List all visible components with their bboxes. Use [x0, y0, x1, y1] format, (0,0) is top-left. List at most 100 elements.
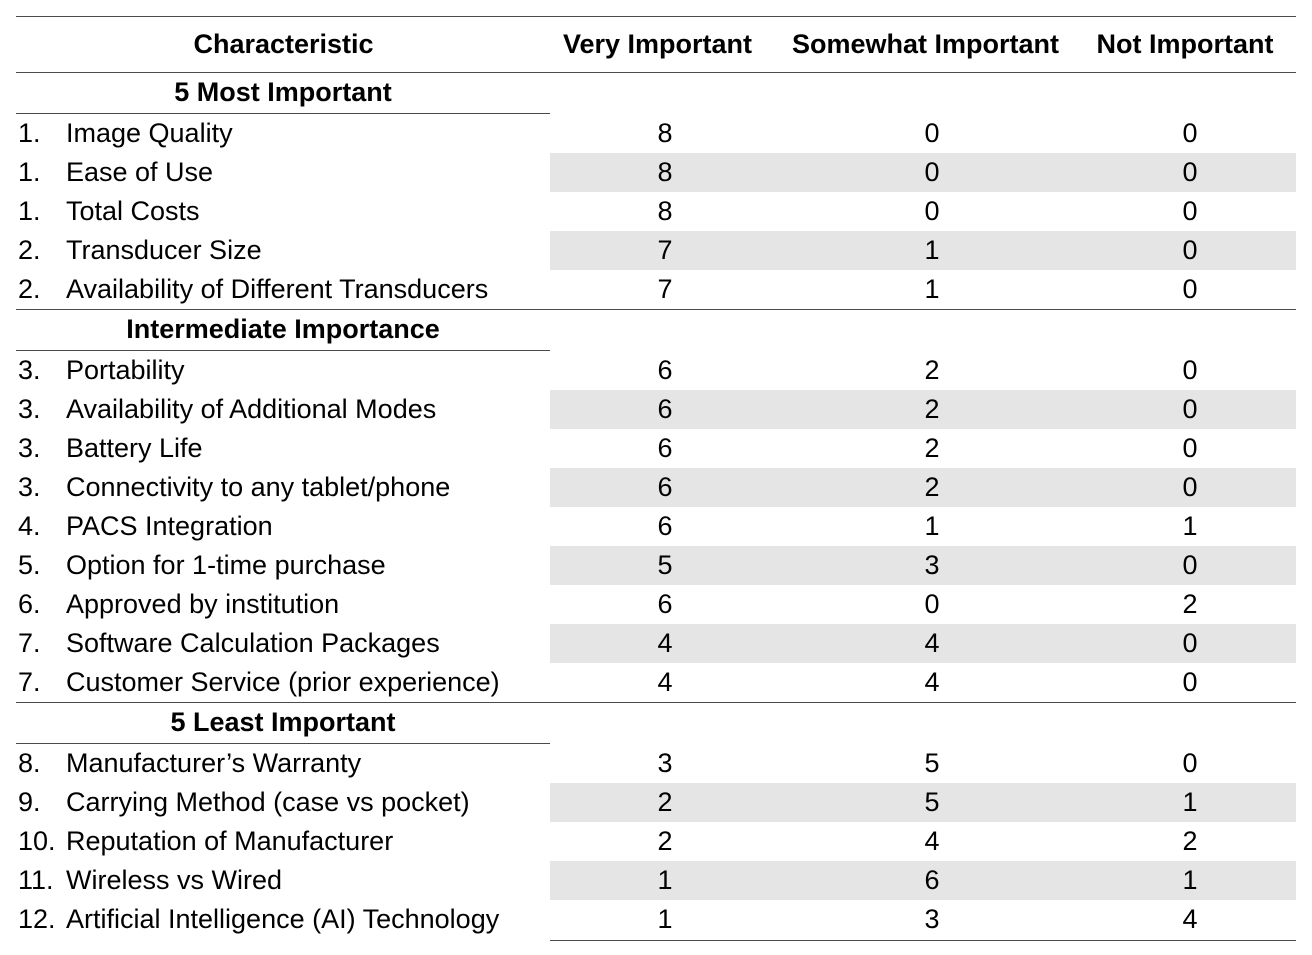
row-characteristic: Manufacturer’s Warranty — [66, 748, 362, 778]
row-shade — [550, 153, 1296, 192]
very-important-count: 6 — [657, 511, 673, 541]
somewhat-important-count: 5 — [924, 748, 940, 778]
section-title-rule — [16, 743, 550, 744]
somewhat-important-count: 0 — [924, 589, 940, 619]
not-important-count: 0 — [1182, 355, 1198, 385]
row-rank: 3. — [18, 433, 41, 463]
very-important-count: 1 — [657, 904, 673, 934]
row-rank: 6. — [18, 589, 41, 619]
not-important-count: 1 — [1182, 511, 1198, 541]
row-characteristic: Software Calculation Packages — [66, 628, 440, 658]
not-important-count: 0 — [1182, 274, 1198, 304]
section-title-rule — [16, 350, 550, 351]
somewhat-important-count: 0 — [924, 118, 940, 148]
header-very-important: Very Important — [562, 29, 753, 59]
row-characteristic: Ease of Use — [66, 157, 214, 187]
row-characteristic: Battery Life — [66, 433, 203, 463]
row-shade — [550, 783, 1296, 822]
somewhat-important-count: 0 — [924, 157, 940, 187]
not-important-count: 0 — [1182, 472, 1198, 502]
very-important-count: 8 — [657, 196, 673, 226]
section-rule — [16, 702, 1296, 703]
not-important-count: 0 — [1182, 550, 1198, 580]
very-important-count: 4 — [657, 667, 673, 697]
somewhat-important-count: 2 — [924, 472, 940, 502]
not-important-count: 2 — [1182, 826, 1198, 856]
header-somewhat-important: Somewhat Important — [791, 29, 1060, 59]
somewhat-important-count: 5 — [924, 787, 940, 817]
row-characteristic: Approved by institution — [66, 589, 340, 619]
very-important-count: 8 — [657, 118, 673, 148]
not-important-count: 0 — [1182, 628, 1198, 658]
very-important-count: 6 — [657, 433, 673, 463]
very-important-count: 3 — [657, 748, 673, 778]
row-rank: 2. — [18, 235, 41, 265]
row-characteristic: Portability — [66, 355, 185, 385]
not-important-count: 0 — [1182, 157, 1198, 187]
not-important-count: 1 — [1182, 865, 1198, 895]
not-important-count: 2 — [1182, 589, 1198, 619]
row-shade — [550, 390, 1296, 429]
row-shade — [550, 468, 1296, 507]
not-important-count: 0 — [1182, 196, 1198, 226]
row-characteristic: Transducer Size — [66, 235, 262, 265]
very-important-count: 8 — [657, 157, 673, 187]
section-title-rule — [16, 113, 550, 114]
row-rank: 3. — [18, 394, 41, 424]
top-rule — [16, 16, 1296, 17]
row-shade — [550, 546, 1296, 585]
somewhat-important-count: 2 — [924, 394, 940, 424]
row-rank: 4. — [18, 511, 41, 541]
not-important-count: 1 — [1182, 787, 1198, 817]
not-important-count: 0 — [1182, 748, 1198, 778]
very-important-count: 7 — [657, 235, 673, 265]
very-important-count: 2 — [657, 787, 673, 817]
very-important-count: 5 — [657, 550, 673, 580]
row-characteristic: Option for 1-time purchase — [66, 550, 386, 580]
row-characteristic: Artificial Intelligence (AI) Technology — [66, 904, 500, 934]
not-important-count: 0 — [1182, 433, 1198, 463]
row-characteristic: Image Quality — [66, 118, 233, 148]
row-rank: 10. — [18, 826, 56, 856]
row-characteristic: Availability of Different Transducers — [66, 274, 489, 304]
somewhat-important-count: 1 — [924, 235, 940, 265]
row-characteristic: Connectivity to any tablet/phone — [66, 472, 451, 502]
row-shade — [550, 231, 1296, 270]
row-rank: 12. — [18, 904, 56, 934]
row-rank: 1. — [18, 118, 41, 148]
very-important-count: 7 — [657, 274, 673, 304]
row-characteristic: PACS Integration — [66, 511, 273, 541]
row-rank: 1. — [18, 196, 41, 226]
not-important-count: 0 — [1182, 394, 1198, 424]
row-rank: 8. — [18, 748, 41, 778]
header-not-important: Not Important — [1096, 29, 1274, 59]
row-shade — [550, 861, 1296, 900]
very-important-count: 2 — [657, 826, 673, 856]
row-characteristic: Reputation of Manufacturer — [66, 826, 394, 856]
very-important-count: 1 — [657, 865, 673, 895]
row-rank: 2. — [18, 274, 41, 304]
row-rank: 7. — [18, 667, 41, 697]
bottom-rule — [550, 940, 1296, 941]
somewhat-important-count: 1 — [924, 511, 940, 541]
somewhat-important-count: 0 — [924, 196, 940, 226]
somewhat-important-count: 6 — [924, 865, 940, 895]
very-important-count: 6 — [657, 394, 673, 424]
very-important-count: 6 — [657, 589, 673, 619]
very-important-count: 4 — [657, 628, 673, 658]
section-rule — [16, 309, 1296, 310]
row-characteristic: Carrying Method (case vs pocket) — [66, 787, 470, 817]
row-rank: 3. — [18, 355, 41, 385]
header-characteristic: Characteristic — [193, 29, 374, 59]
somewhat-important-count: 3 — [924, 904, 940, 934]
somewhat-important-count: 4 — [924, 667, 940, 697]
very-important-count: 6 — [657, 355, 673, 385]
section-title: Intermediate Importance — [126, 314, 440, 344]
row-shade — [550, 624, 1296, 663]
row-characteristic: Availability of Additional Modes — [66, 394, 437, 424]
row-characteristic: Customer Service (prior experience) — [66, 667, 500, 697]
row-rank: 7. — [18, 628, 41, 658]
header-rule — [16, 72, 1296, 73]
somewhat-important-count: 4 — [924, 826, 940, 856]
